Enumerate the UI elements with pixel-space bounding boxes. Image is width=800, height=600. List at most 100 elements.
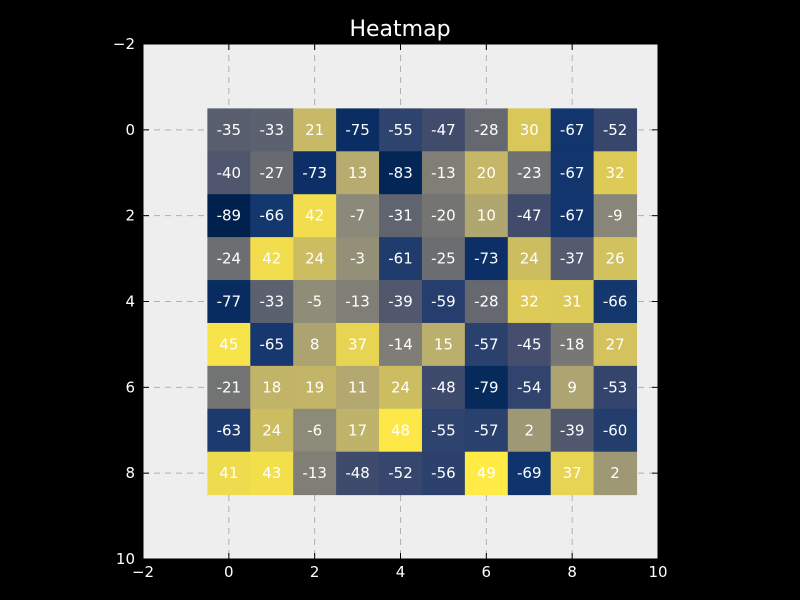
heatmap-cell [336, 280, 380, 324]
heatmap-cell [507, 194, 552, 238]
cell-value-label: -5 [307, 293, 322, 311]
heatmap-cell [336, 365, 380, 410]
heatmap-cell [207, 408, 251, 453]
heatmap-cell [507, 237, 552, 281]
cell-value-label: -35 [217, 121, 242, 139]
heatmap-cell [593, 365, 638, 410]
heatmap-cell [207, 365, 251, 410]
heatmap-cell [421, 365, 466, 410]
cell-value-label: -14 [388, 335, 413, 353]
cell-value-label: 2 [524, 421, 534, 439]
y-tick-label: 0 [125, 121, 135, 139]
heatmap-cell [464, 408, 509, 453]
heatmap-cell [250, 237, 294, 281]
cell-value-label: 41 [219, 464, 238, 482]
heatmap-cell [593, 108, 638, 152]
chart-title: Heatmap [349, 17, 450, 42]
cell-value-label: -55 [431, 421, 456, 439]
heatmap-cell [293, 451, 337, 496]
y-tick-label: 2 [125, 207, 135, 225]
heatmap-cell [293, 408, 337, 453]
heatmap-cell [207, 108, 251, 152]
cell-value-label: -52 [388, 464, 413, 482]
heatmap-cell [464, 322, 509, 367]
heatmap-cell [379, 322, 423, 367]
heatmap-cell [293, 237, 337, 281]
cell-value-label: -69 [517, 464, 542, 482]
heatmap-cell [207, 237, 251, 281]
cell-value-label: 30 [520, 121, 539, 139]
cell-value-label: 9 [567, 378, 577, 396]
heatmap-cell [421, 322, 466, 367]
heatmap-cell [421, 451, 466, 496]
cell-value-label: 11 [348, 378, 367, 396]
cell-value-label: 20 [477, 164, 496, 182]
heatmap-cell [336, 194, 380, 238]
cell-value-label: -40 [217, 164, 242, 182]
cell-value-label: 37 [348, 335, 367, 353]
cell-value-label: -25 [431, 250, 456, 268]
heatmap-cell [379, 365, 423, 410]
heatmap-cell [379, 151, 423, 195]
heatmap-cell [507, 108, 552, 152]
cell-value-label: 42 [305, 207, 324, 225]
heatmap-cell [379, 194, 423, 238]
cell-value-label: 21 [305, 121, 324, 139]
cell-value-label: -77 [217, 293, 242, 311]
cell-value-label: 24 [520, 250, 539, 268]
cell-value-label: -39 [388, 293, 413, 311]
heatmap-cell [336, 322, 380, 367]
heatmap-cell [293, 322, 337, 367]
heatmap-cell [421, 237, 466, 281]
cell-value-label: -39 [560, 421, 585, 439]
heatmap-cell [336, 151, 380, 195]
heatmap-cell [250, 322, 294, 367]
heatmap-cell [464, 237, 509, 281]
cell-value-label: 24 [305, 250, 324, 268]
cell-value-label: -48 [431, 378, 456, 396]
heatmap-cell [379, 451, 423, 496]
cell-value-label: -33 [260, 293, 285, 311]
heatmap-cell [421, 151, 466, 195]
heatmap-cell [550, 365, 595, 410]
cell-value-label: 32 [520, 293, 539, 311]
heatmap-cell [593, 408, 638, 453]
cell-value-label: 31 [563, 293, 582, 311]
heatmap-cell [421, 280, 466, 324]
heatmap-cell [250, 108, 294, 152]
heatmap-cell [507, 151, 552, 195]
heatmap-cell [464, 194, 509, 238]
cell-value-label: -67 [560, 207, 585, 225]
x-tick-label: 10 [648, 563, 667, 581]
cell-value-label: -9 [608, 207, 623, 225]
cell-value-label: 2 [610, 464, 620, 482]
cell-value-label: 37 [563, 464, 582, 482]
cell-value-label: -18 [560, 335, 585, 353]
cell-value-label: 19 [305, 378, 324, 396]
heatmap-cell [250, 280, 294, 324]
heatmap-cell [550, 322, 595, 367]
y-tick-label: 4 [125, 293, 135, 311]
heatmap-cell [464, 108, 509, 152]
y-tick-label: 10 [116, 550, 135, 568]
y-tick-label: −2 [113, 35, 135, 53]
cell-value-label: 26 [606, 250, 625, 268]
cell-value-label: -66 [603, 293, 628, 311]
heatmap-cell [593, 151, 638, 195]
heatmap-cell [207, 451, 251, 496]
cell-value-label: -47 [431, 121, 456, 139]
heatmap-cell [507, 322, 552, 367]
heatmap-cell [379, 237, 423, 281]
cell-value-label: -28 [474, 121, 499, 139]
cell-value-label: -45 [517, 335, 542, 353]
y-tick-label: 8 [125, 464, 135, 482]
cell-labels: -35 -33 21 -75 -55 -47 -28 30 -67 -52-40 -27 -73 13-… [217, 121, 628, 482]
cell-value-label: -67 [560, 121, 585, 139]
heatmap-cell [293, 194, 337, 238]
heatmap-cell [293, 365, 337, 410]
heatmap-cell [464, 451, 509, 496]
cell-value-label: -33 [260, 121, 285, 139]
cell-value-label: -27 [260, 164, 285, 182]
heatmap-cell [207, 151, 251, 195]
cell-value-label: 18 [262, 378, 281, 396]
